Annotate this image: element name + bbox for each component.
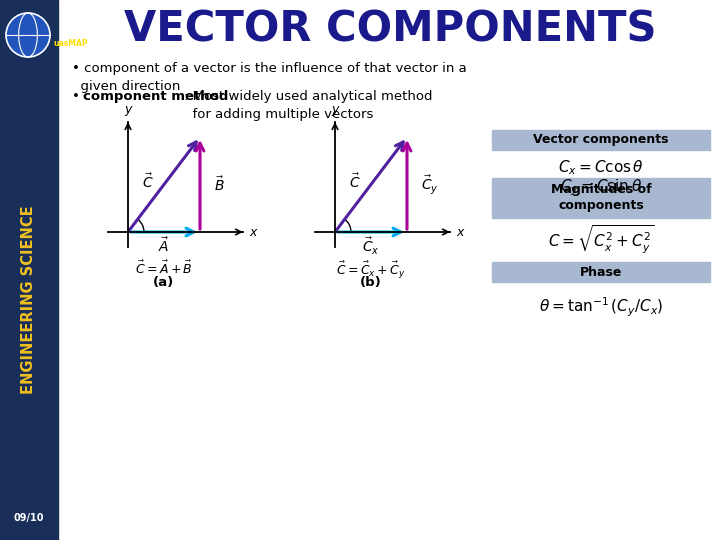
Bar [0,0,58,540]
Text: • component of a vector is the influence of that vector in a
  given direction: • component of a vector is the influence… [72,62,467,93]
Text: $C_x = C \cos \theta$: $C_x = C \cos \theta$ [558,159,644,177]
Text: Phase: Phase [580,266,622,279]
Bar [492,262,710,282]
Bar [492,130,710,150]
Text: (a): (a) [153,276,175,289]
Text: $\vec{A}$: $\vec{A}$ [158,237,170,255]
Text: ENGINEERING SCIENCE: ENGINEERING SCIENCE [22,206,37,394]
Text: uasMAP: uasMAP [53,39,88,49]
Text: $\vec{C}$: $\vec{C}$ [142,173,154,191]
Text: x: x [249,226,256,239]
Circle shape [6,13,50,57]
Text: Magnitudes of
components: Magnitudes of components [551,184,652,213]
Text: $\vec{C}_y$: $\vec{C}_y$ [421,173,438,196]
Bar [492,178,710,218]
Text: $C = \sqrt{C_x^2 + C_y^2}$: $C = \sqrt{C_x^2 + C_y^2}$ [548,224,654,256]
Text: $\vec{C}$: $\vec{C}$ [349,173,361,191]
Text: y: y [331,103,338,116]
Text: $\theta = \tan^{-1}(C_y/C_x)$: $\theta = \tan^{-1}(C_y/C_x)$ [539,295,663,319]
Text: $\vec{B}$: $\vec{B}$ [214,175,225,194]
Text: $\vec{C} = \vec{C}_x + \vec{C}_y$: $\vec{C} = \vec{C}_x + \vec{C}_y$ [336,260,406,281]
Text: : Most widely used analytical method
  for adding multiple vectors: : Most widely used analytical method for… [184,90,432,121]
Text: VECTOR COMPONENTS: VECTOR COMPONENTS [124,9,656,51]
Text: (b): (b) [360,276,382,289]
Text: 09/10: 09/10 [14,513,44,523]
Text: $C_y = C \sin \theta$: $C_y = C \sin \theta$ [560,178,642,198]
Text: x: x [456,226,464,239]
Text: Vector components: Vector components [534,133,669,146]
Text: $\vec{C}_x$: $\vec{C}_x$ [362,235,380,256]
Text: $\vec{C} = \vec{A} + \vec{B}$: $\vec{C} = \vec{A} + \vec{B}$ [135,260,193,277]
Text: •: • [72,90,84,103]
Text: component method: component method [83,90,228,103]
Text: y: y [125,103,132,116]
